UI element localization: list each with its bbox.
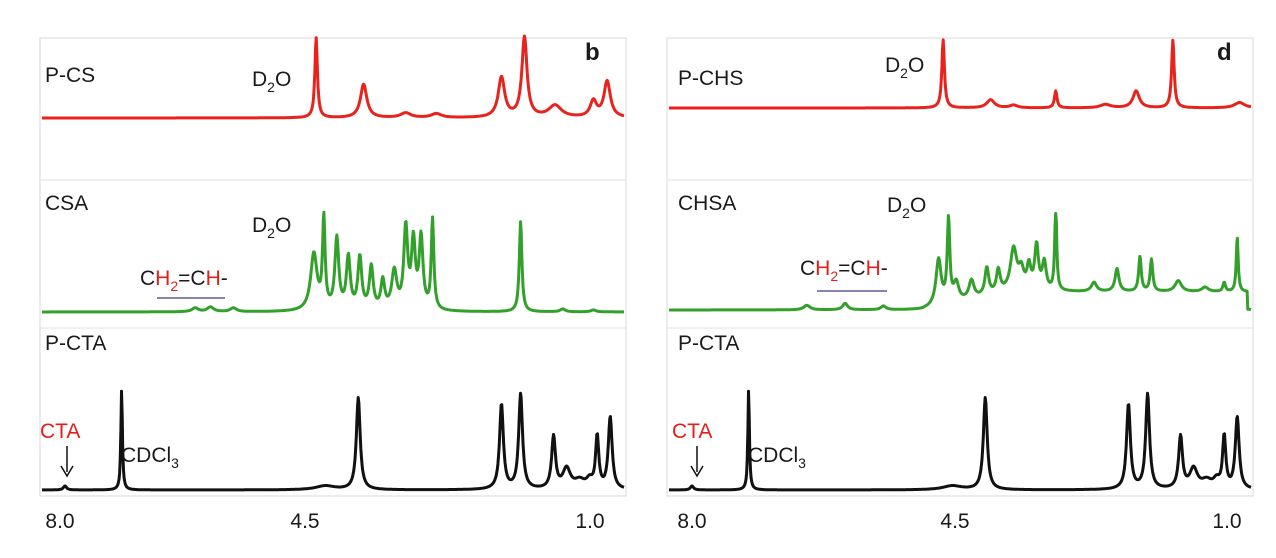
spectrum-csa [41,210,625,314]
panel-letter-b: b [585,39,600,66]
x-tick-label: 8.0 [677,510,706,533]
series-label-p-cta: P-CTA [678,332,739,355]
spectrum-p-chs [668,38,1252,110]
solvent-label-cdcl3: CDCl3 [748,444,806,471]
panel-b-frame [39,37,627,497]
panel-d-frame [666,37,1254,497]
x-tick-label: 4.5 [940,510,969,533]
series-label-p-cs: P-CS [45,64,95,87]
solvent-label-cdcl3: CDCl3 [121,444,179,471]
series-label-csa: CSA [45,192,88,215]
cta-arrow-head [690,465,704,478]
vinyl-annotation: CH2=CH- [140,267,228,294]
spectrum-traces-d [668,38,1252,492]
spectrum-traces-b [41,34,625,492]
spectrum-p-cta [41,389,625,492]
series-label-chsa: CHSA [678,192,736,215]
spectrum-p-cs [41,34,625,120]
solvent-label-d2o: D2O [885,54,924,81]
x-tick-label: 4.5 [290,510,319,533]
series-label-p-chs: P-CHS [678,67,743,90]
solvent-label-d2o: D2O [252,214,291,241]
panel-b: b P-CS D2O CSA D2O CH2=CH- P-CTA CTA CDC… [39,34,627,533]
x-tick-label: 1.0 [1212,510,1241,533]
marker-label-cta: CTA [40,420,80,443]
spectrum-p-cta [668,389,1252,492]
cta-arrow-head [60,465,74,478]
panel-d: d P-CHS D2O CHSA D2O CH2=CH- P-CTA CTA C… [666,37,1254,533]
x-tick-label: 1.0 [575,510,604,533]
vinyl-annotation: CH2=CH- [800,257,888,284]
panel-letter-d: d [1217,39,1232,66]
spectrum-chsa [668,211,1252,312]
solvent-label-d2o: D2O [887,194,926,221]
solvent-label-d2o: D2O [252,68,291,95]
series-label-p-cta: P-CTA [45,332,106,355]
marker-label-cta: CTA [672,420,712,443]
x-tick-label: 8.0 [45,510,74,533]
